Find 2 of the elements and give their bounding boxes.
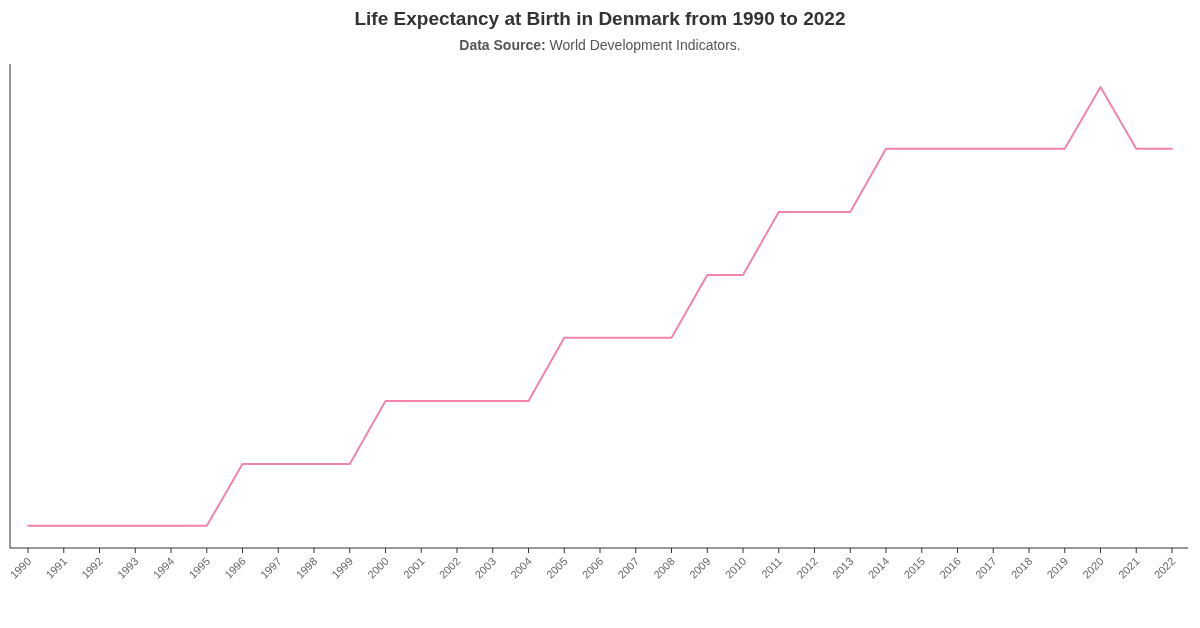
chart-subtitle: Data Source: World Development Indicators. [459,37,741,53]
chart-title: Life Expectancy at Birth in Denmark from 1990 to 2022 [354,8,846,29]
